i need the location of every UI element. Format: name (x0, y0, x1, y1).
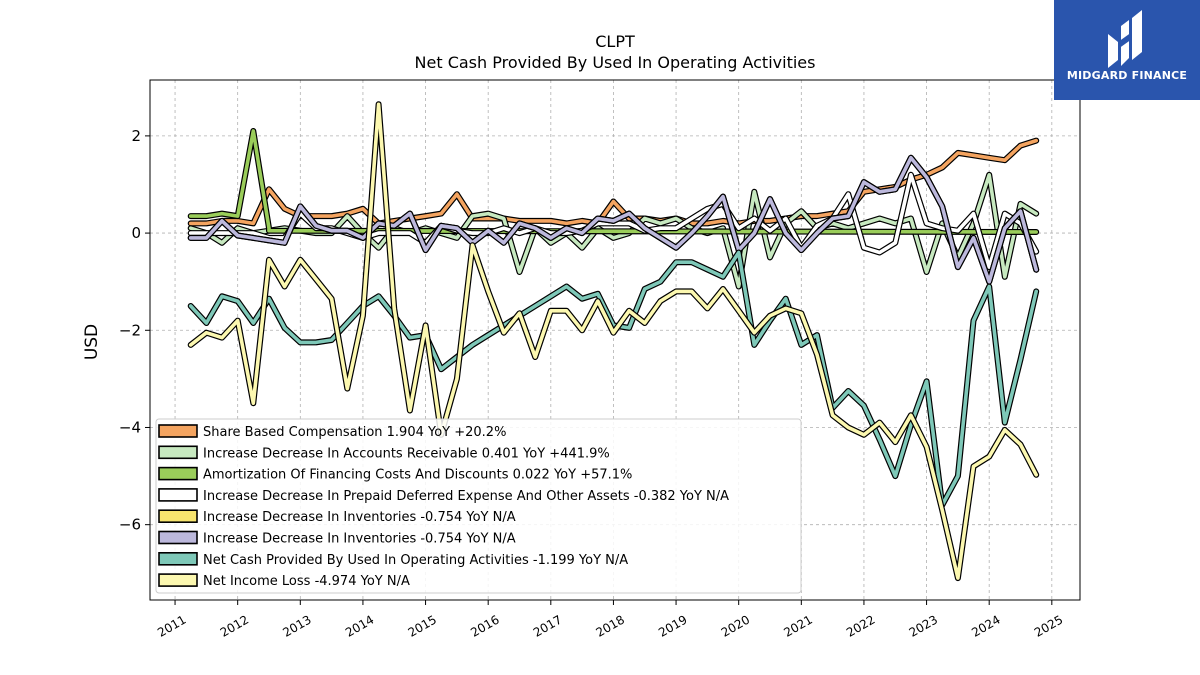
legend-entry-label: Net Cash Provided By Used In Operating A… (203, 553, 628, 568)
x-tick-label: 2015 (406, 612, 439, 639)
y-tick-label: −2 (119, 321, 141, 339)
legend-swatch (158, 551, 198, 566)
brand-logo-text: MIDGARD FINANCE (1066, 69, 1188, 82)
legend-entry-label: Increase Decrease In Inventories -0.754 … (203, 532, 516, 547)
y-tick-label: −6 (119, 516, 141, 534)
x-tick-label: 2014 (343, 612, 376, 639)
legend-swatch (158, 445, 198, 460)
x-tick-label: 2018 (593, 612, 626, 639)
series-core (188, 102, 1038, 580)
series-core (188, 156, 1038, 284)
x-tick-label: 2023 (907, 612, 940, 639)
series-layer (187, 101, 1040, 582)
series-line-5 (187, 154, 1040, 285)
midgard-logo-icon (1108, 10, 1142, 68)
series-line-2 (187, 128, 1040, 235)
y-tick-label: −4 (119, 418, 141, 436)
x-tick-label: 2025 (1032, 612, 1065, 639)
series-core (188, 129, 1038, 234)
legend-entry-label: Increase Decrease In Accounts Receivable… (203, 446, 610, 461)
y-axis-label: USD (82, 324, 102, 360)
x-tick-label: 2012 (218, 612, 251, 639)
chart-title: CLPT (595, 32, 635, 51)
x-tick-label: 2024 (969, 612, 1002, 639)
legend-entry-label: Increase Decrease In Prepaid Deferred Ex… (203, 489, 729, 504)
x-tick-label: 2016 (468, 612, 501, 639)
legend-swatch (158, 530, 198, 545)
legend-entry-label: Share Based Compensation 1.904 YoY +20.2… (203, 425, 506, 440)
legend-swatch (158, 573, 198, 587)
x-tick-label: 2021 (781, 612, 814, 639)
x-tick-label: 2013 (280, 612, 313, 639)
y-tick-label: 2 (131, 127, 141, 145)
brand-logo: MIDGARD FINANCE (1054, 0, 1200, 100)
plot-frame (149, 79, 1081, 601)
series-line-6 (187, 249, 1040, 509)
chart-subtitle: Net Cash Provided By Used In Operating A… (415, 53, 816, 72)
legend-swatch (158, 488, 198, 502)
y-tick-label: 0 (131, 224, 141, 242)
x-tick-label: 2017 (531, 612, 564, 639)
x-tick-label: 2020 (719, 612, 752, 639)
legend: Share Based Compensation 1.904 YoY +20.2… (155, 418, 802, 594)
legend-swatch (158, 424, 198, 438)
legend-swatch (158, 509, 198, 524)
legend-entry-label: Increase Decrease In Inventories -0.754 … (203, 510, 516, 525)
legend-entry-label: Net Income Loss -4.974 YoY N/A (203, 574, 410, 589)
legend-swatch (158, 466, 198, 481)
legend-box (155, 418, 802, 594)
series-core (188, 250, 1038, 508)
x-tick-label: 2011 (155, 612, 188, 639)
x-tick-label: 2019 (656, 612, 689, 639)
legend-entry-label: Amortization Of Financing Costs And Disc… (203, 468, 632, 483)
series-line-7 (187, 101, 1040, 582)
x-tick-label: 2022 (844, 612, 877, 639)
